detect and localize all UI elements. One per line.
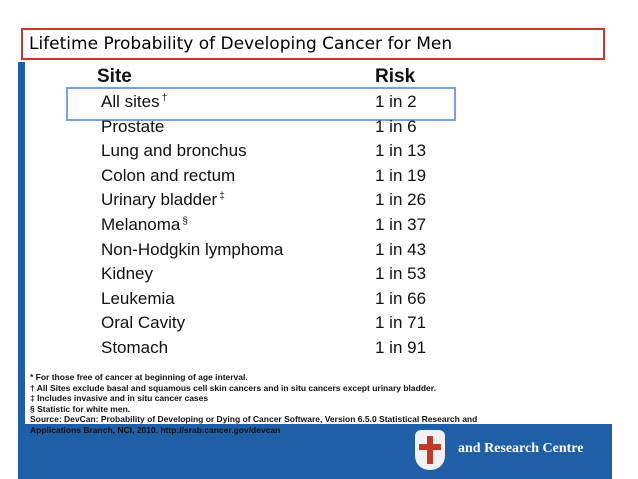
risk-cell: 1 in 19 xyxy=(375,165,427,185)
table-card xyxy=(25,62,615,424)
table-row: Prostate 1 in 6 xyxy=(0,117,638,141)
risk-column-header: Risk xyxy=(375,66,416,87)
footnote-line: * For those free of cancer at beginning … xyxy=(30,372,248,382)
table-row: Melanoma § 1 in 37 xyxy=(0,215,638,239)
risk-cell: 1 in 13 xyxy=(375,141,427,161)
site-label: Leukemia xyxy=(101,288,175,308)
footnote-mark: ‡ xyxy=(219,191,225,203)
risk-cell: 1 in 66 xyxy=(375,288,427,308)
footnotes: * For those free of cancer at beginning … xyxy=(30,372,608,436)
table-row: Lung and bronchus 1 in 13 xyxy=(0,141,638,165)
site-cell: Stomach xyxy=(101,338,168,358)
slide-title: Lifetime Probability of Developing Cance… xyxy=(21,28,605,60)
table-row: Oral Cavity 1 in 71 xyxy=(0,313,638,337)
footnote-line: Applications Branch, NCI, 2010. http://s… xyxy=(30,424,281,435)
site-cell: Leukemia xyxy=(101,289,175,309)
risk-cell: 1 in 37 xyxy=(375,215,427,234)
site-label: Stomach xyxy=(101,338,169,357)
all-sites-highlight xyxy=(66,87,456,121)
site-cell: Colon and rectum xyxy=(101,166,235,186)
site-label: Oral Cavity xyxy=(101,313,186,333)
site-cell: Urinary bladder ‡ xyxy=(101,190,225,210)
logo-text: and Research Centre xyxy=(458,441,584,456)
crest-logo-icon xyxy=(415,430,445,470)
risk-cell: 1 in 26 xyxy=(375,190,427,210)
footnote-line: § Statistic for white men. xyxy=(30,403,131,414)
table-row: Leukemia 1 in 66 xyxy=(0,289,638,313)
site-label: All sites xyxy=(101,92,160,111)
site-label: Kidney xyxy=(101,264,153,284)
risk-cell: 1 in 6 xyxy=(375,116,417,136)
site-column-header: Site xyxy=(97,66,132,87)
footnote-mark: § xyxy=(182,216,188,227)
site-cell: All sites † xyxy=(101,92,167,112)
table-row: Colon and rectum 1 in 19 xyxy=(0,166,638,190)
site-cell: Lung and bronchus xyxy=(101,141,247,161)
risk-cell: 1 in 2 xyxy=(375,92,417,111)
site-label: Non-Hodgkin lymphoma xyxy=(101,239,284,259)
site-label: Melanoma xyxy=(101,215,181,234)
site-label: Lung and bronchus xyxy=(101,141,247,161)
footnote-mark: † xyxy=(161,93,168,104)
footnote-line: † All Sites exclude basal and squamous c… xyxy=(30,382,436,393)
table-row: Kidney 1 in 53 xyxy=(0,264,638,288)
risk-cell: 1 in 53 xyxy=(375,264,427,284)
table-row: Urinary bladder ‡ 1 in 26 xyxy=(0,190,638,214)
table-row: Stomach 1 in 91 xyxy=(0,338,638,362)
site-label: Colon and rectum xyxy=(101,165,236,185)
site-label: Urinary bladder xyxy=(101,190,218,210)
footnote-line: Source: DevCan: Probability of Developin… xyxy=(30,414,478,425)
risk-cell: 1 in 43 xyxy=(375,239,427,259)
site-label: Prostate xyxy=(101,116,165,136)
site-cell: Melanoma § xyxy=(101,215,188,235)
risk-cell: 1 in 91 xyxy=(375,338,427,357)
site-cell: Prostate xyxy=(101,117,164,137)
site-cell: Kidney xyxy=(101,264,153,284)
table-row: All sites † 1 in 2 xyxy=(0,92,638,116)
table-row: Non-Hodgkin lymphoma 1 in 43 xyxy=(0,240,638,264)
footnote-line: ‡ Includes invasive and in situ cancer c… xyxy=(30,393,209,404)
site-cell: Oral Cavity xyxy=(101,313,185,333)
site-cell: Non-Hodgkin lymphoma xyxy=(101,240,283,260)
risk-cell: 1 in 71 xyxy=(375,313,427,333)
